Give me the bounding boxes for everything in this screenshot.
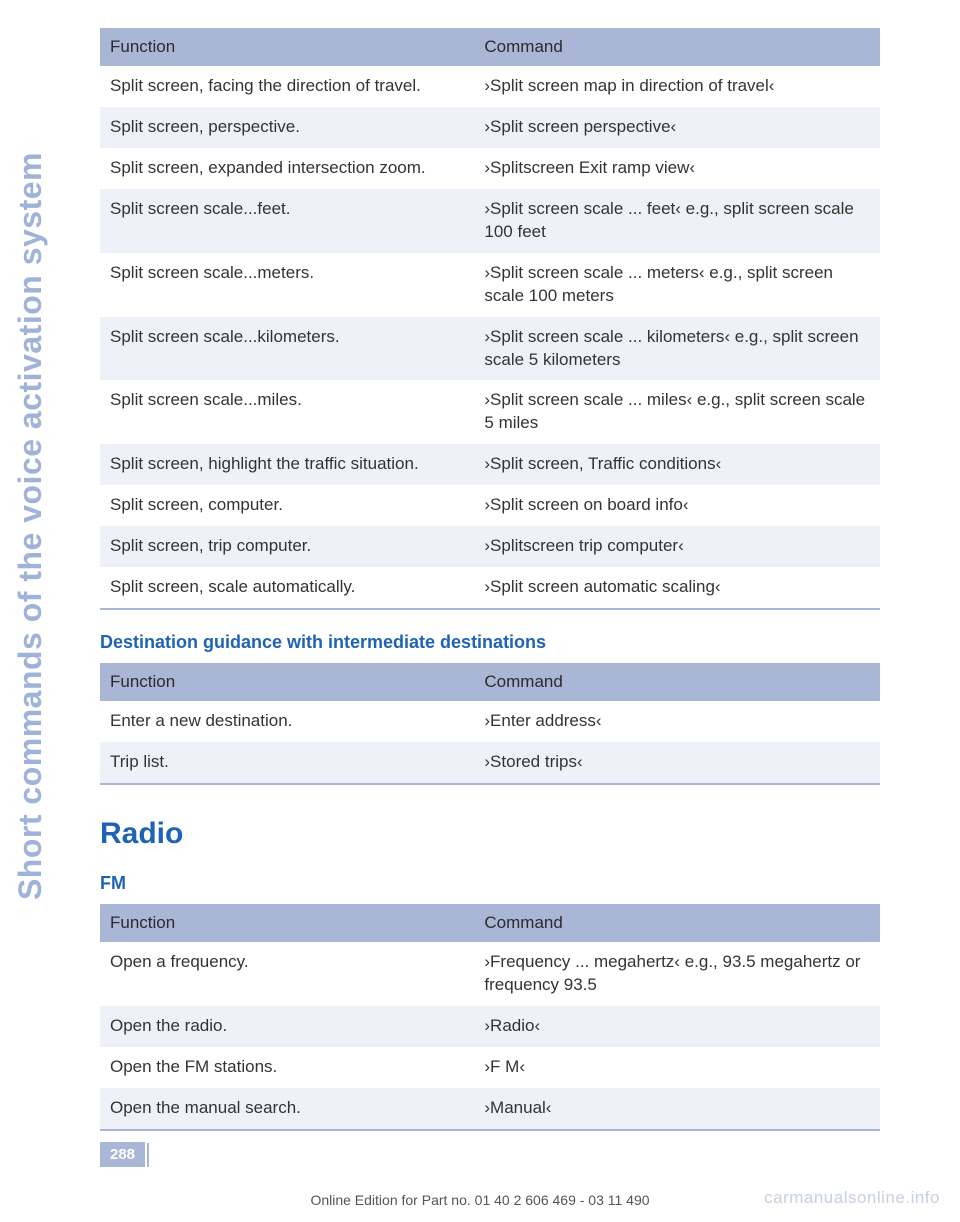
cell-command: ›Split screen scale ... kilometers‹ e.g.… (474, 317, 880, 381)
cell-command: ›Split screen map in direction of travel… (474, 66, 880, 107)
table-destination: Function Command Enter a new destination… (100, 663, 880, 783)
col-function: Function (100, 663, 474, 701)
cell-command: ›Split screen perspective‹ (474, 107, 880, 148)
table-row: Split screen scale...meters.›Split scree… (100, 253, 880, 317)
table-row: Split screen, computer.›Split screen on … (100, 485, 880, 526)
watermark-text: carmanualsonline.info (764, 1188, 940, 1208)
cell-function: Trip list. (100, 742, 474, 783)
table-divider (100, 608, 880, 610)
col-command: Command (474, 28, 880, 66)
table-row: Open a frequency.›Frequency ... megahert… (100, 942, 880, 1006)
cell-command: ›Split screen scale ... meters‹ e.g., sp… (474, 253, 880, 317)
page-number-divider (147, 1143, 149, 1167)
table-body: Open a frequency.›Frequency ... megahert… (100, 942, 880, 1129)
cell-function: Split screen, trip computer. (100, 526, 474, 567)
cell-command: ›Split screen on board info‹ (474, 485, 880, 526)
cell-function: Split screen, scale automatically. (100, 567, 474, 608)
col-command: Command (474, 904, 880, 942)
cell-function: Open the FM stations. (100, 1047, 474, 1088)
table-header-row: Function Command (100, 663, 880, 701)
table-fm: Function Command Open a frequency.›Frequ… (100, 904, 880, 1129)
table-row: Split screen, trip computer.›Splitscreen… (100, 526, 880, 567)
cell-command: ›Enter address‹ (474, 701, 880, 742)
cell-command: ›Manual‹ (474, 1088, 880, 1129)
cell-function: Open the manual search. (100, 1088, 474, 1129)
table-row: Split screen, expanded intersection zoom… (100, 148, 880, 189)
table-row: Split screen, highlight the traffic situ… (100, 444, 880, 485)
cell-function: Split screen, perspective. (100, 107, 474, 148)
table-row: Open the manual search.›Manual‹ (100, 1088, 880, 1129)
heading-radio: Radio (100, 817, 880, 851)
cell-command: ›Split screen, Traffic conditions‹ (474, 444, 880, 485)
table-row: Open the radio.›Radio‹ (100, 1006, 880, 1047)
page-number-wrap: 288 (100, 1142, 149, 1167)
table-divider (100, 783, 880, 785)
cell-function: Open the radio. (100, 1006, 474, 1047)
cell-function: Split screen scale...feet. (100, 189, 474, 253)
table-body: Split screen, facing the direction of tr… (100, 66, 880, 608)
cell-command: ›Stored trips‹ (474, 742, 880, 783)
table-header-row: Function Command (100, 28, 880, 66)
table-row: Open the FM stations.›F M‹ (100, 1047, 880, 1088)
cell-command: ›Splitscreen Exit ramp view‹ (474, 148, 880, 189)
cell-function: Split screen, facing the direction of tr… (100, 66, 474, 107)
side-vertical-label: Short commands of the voice activation s… (6, 20, 54, 900)
cell-command: ›F M‹ (474, 1047, 880, 1088)
table-row: Split screen scale...kilometers.›Split s… (100, 317, 880, 381)
cell-command: ›Radio‹ (474, 1006, 880, 1047)
cell-function: Split screen scale...miles. (100, 380, 474, 444)
table-splitscreen: Function Command Split screen, facing th… (100, 28, 880, 608)
heading-destination-guidance: Destination guidance with intermediate d… (100, 632, 880, 653)
table-row: Split screen scale...miles.›Split screen… (100, 380, 880, 444)
cell-command: ›Split screen scale ... feet‹ e.g., spli… (474, 189, 880, 253)
cell-function: Split screen, computer. (100, 485, 474, 526)
table-row: Split screen, facing the direction of tr… (100, 66, 880, 107)
col-function: Function (100, 28, 474, 66)
cell-function: Split screen scale...meters. (100, 253, 474, 317)
table-row: Trip list.›Stored trips‹ (100, 742, 880, 783)
page-number: 288 (100, 1142, 145, 1167)
heading-fm: FM (100, 873, 880, 894)
cell-function: Open a frequency. (100, 942, 474, 1006)
cell-command: ›Frequency ... megahertz‹ e.g., 93.5 meg… (474, 942, 880, 1006)
cell-function: Split screen scale...kilometers. (100, 317, 474, 381)
cell-command: ›Split screen scale ... miles‹ e.g., spl… (474, 380, 880, 444)
cell-function: Split screen, highlight the traffic situ… (100, 444, 474, 485)
table-body: Enter a new destination.›Enter address‹T… (100, 701, 880, 783)
cell-function: Enter a new destination. (100, 701, 474, 742)
side-label-text: Short commands of the voice activation s… (12, 152, 49, 900)
cell-command: ›Splitscreen trip computer‹ (474, 526, 880, 567)
table-header-row: Function Command (100, 904, 880, 942)
table-row: Enter a new destination.›Enter address‹ (100, 701, 880, 742)
col-function: Function (100, 904, 474, 942)
table-divider (100, 1129, 880, 1131)
page: Short commands of the voice activation s… (0, 0, 960, 1222)
table-row: Split screen, scale automatically.›Split… (100, 567, 880, 608)
table-row: Split screen scale...feet.›Split screen … (100, 189, 880, 253)
content-area: Function Command Split screen, facing th… (100, 28, 880, 1131)
table-row: Split screen, perspective.›Split screen … (100, 107, 880, 148)
cell-command: ›Split screen automatic scaling‹ (474, 567, 880, 608)
col-command: Command (474, 663, 880, 701)
cell-function: Split screen, expanded intersection zoom… (100, 148, 474, 189)
